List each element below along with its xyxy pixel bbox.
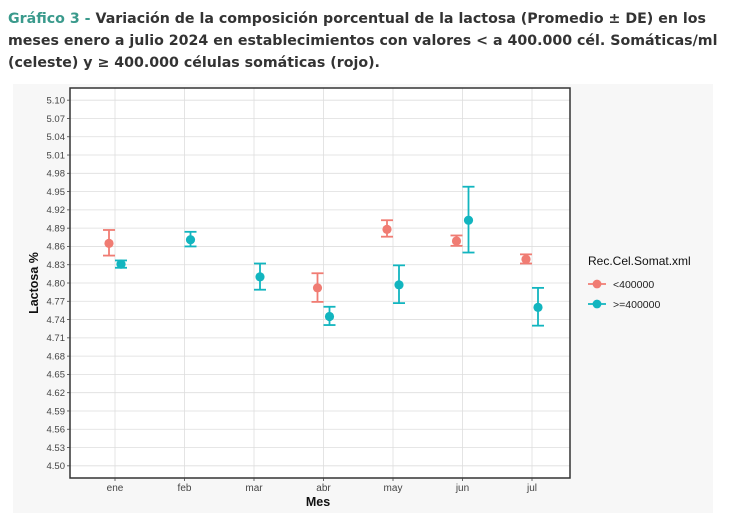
y-tick-label: 4.59	[47, 406, 66, 417]
y-tick-label: 4.86	[47, 242, 66, 253]
legend: Rec.Cel.Somat.xml <400000 >=400000	[588, 254, 691, 311]
data-point-high-scc	[115, 259, 127, 269]
mean-point	[382, 224, 392, 234]
y-tick-label: 4.89	[47, 223, 66, 234]
x-tick-label: jun	[455, 483, 469, 494]
mean-point	[104, 238, 114, 248]
legend-title: Rec.Cel.Somat.xml	[588, 254, 691, 268]
y-tick-label: 4.53	[47, 443, 66, 454]
mean-point	[185, 235, 196, 245]
data-point-low-scc	[381, 219, 393, 238]
figure-caption: Gráfico 3 - Variación de la composición …	[8, 8, 728, 74]
data-point-low-scc	[520, 253, 532, 265]
data-marks	[103, 185, 544, 327]
y-tick-label: 4.62	[47, 388, 66, 399]
data-point-low-scc	[103, 229, 115, 257]
mean-point	[255, 272, 265, 282]
mean-point	[116, 259, 126, 269]
mean-point	[394, 280, 404, 290]
data-point-high-scc	[462, 185, 475, 254]
y-tick-label: 4.95	[47, 187, 66, 198]
mean-point	[463, 215, 474, 225]
y-tick-label: 5.07	[47, 114, 66, 125]
y-tick-label: 4.83	[47, 260, 66, 271]
mean-point	[521, 254, 531, 264]
y-tick-label: 5.01	[47, 150, 66, 161]
x-tick-label: ene	[107, 483, 124, 494]
y-tick-label: 4.50	[47, 461, 66, 472]
y-tick-label: 4.65	[47, 370, 66, 381]
y-tick-label: 4.80	[47, 278, 66, 289]
figure-label: Gráfico 3 -	[8, 11, 91, 27]
y-tick-label: 5.04	[47, 132, 66, 143]
x-tick-label: may	[384, 483, 403, 494]
data-point-high-scc	[393, 264, 405, 305]
data-point-high-scc	[254, 262, 266, 291]
y-axis-title: Lactosa %	[27, 252, 41, 314]
mean-point	[533, 302, 543, 312]
data-point-low-scc	[450, 234, 463, 247]
figure-caption-text: Variación de la composición porcentual d…	[8, 11, 718, 71]
x-tick-label: feb	[178, 483, 192, 494]
mean-point	[312, 283, 323, 293]
x-tick-label: jul	[526, 483, 537, 494]
grid-lines	[70, 88, 570, 478]
data-point-high-scc	[184, 230, 197, 248]
legend-label: >=400000	[613, 299, 660, 311]
y-tick-label: 4.68	[47, 351, 66, 362]
legend-key-point	[592, 299, 602, 309]
legend-key-point	[592, 279, 602, 289]
data-point-high-scc	[323, 305, 336, 326]
x-axis-title: Mes	[306, 495, 330, 509]
y-tick-label: 4.71	[47, 333, 66, 344]
mean-point	[451, 236, 462, 246]
y-tick-label: 4.92	[47, 205, 66, 216]
data-point-low-scc	[311, 272, 324, 303]
y-tick-label: 5.10	[47, 95, 66, 106]
y-tick-label: 4.98	[47, 169, 66, 180]
legend-label: <400000	[613, 279, 654, 291]
y-tick-label: 4.74	[47, 315, 66, 326]
y-tick-label: 4.77	[47, 297, 66, 308]
mean-point	[324, 311, 335, 322]
y-axis-ticks: 4.50 4.53 4.56 4.59 4.62 4.65 4.68 4.71 4.74 4.77…	[47, 95, 70, 472]
y-tick-label: 4.56	[47, 425, 66, 436]
x-tick-label: abr	[316, 483, 331, 494]
x-axis-ticks: ene feb mar abr may jun jul	[107, 478, 537, 494]
x-tick-label: mar	[245, 483, 263, 494]
data-point-high-scc	[532, 286, 544, 327]
